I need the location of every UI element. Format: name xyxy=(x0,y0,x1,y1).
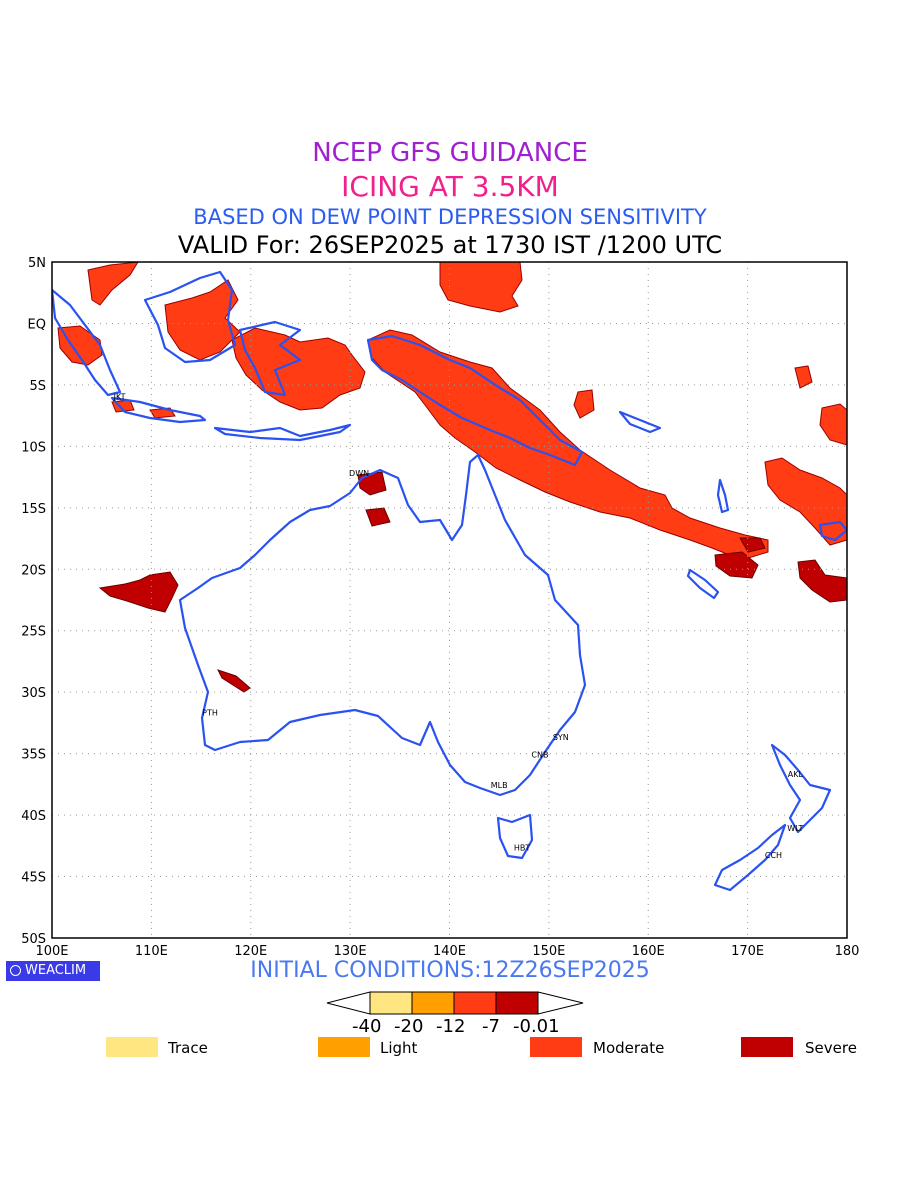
icing-severe-area xyxy=(714,551,759,579)
lat-tick-label: 5N xyxy=(28,256,46,271)
station-label: CCH xyxy=(765,851,782,860)
icing-severe-area xyxy=(365,507,391,527)
lat-tick-label: 25S xyxy=(21,625,46,640)
icing-moderate-area xyxy=(819,403,847,446)
lat-tick-label: 30S xyxy=(21,686,46,701)
initial-conditions: INITIAL CONDITIONS:12Z26SEP2025 xyxy=(250,958,650,983)
coastline-new-zealand-south xyxy=(713,823,787,892)
map-frame xyxy=(51,261,848,939)
station-labels: JKT DWN PTH SYN CNB MLB HBT AKL WLT CCH xyxy=(113,393,804,860)
station-label: MLB xyxy=(491,781,508,790)
coastline-new-zealand-north xyxy=(770,743,832,834)
icing-moderate-area xyxy=(794,365,813,389)
lon-tick-label: 150E xyxy=(532,944,565,959)
icing-areas xyxy=(57,262,847,693)
colorbar-bin-light xyxy=(411,991,455,1015)
lon-tick-label: 110E xyxy=(135,944,168,959)
coastline-new-caledonia xyxy=(686,568,720,600)
station-label: AKL xyxy=(788,770,804,779)
legend-label-trace: Trace xyxy=(168,1039,208,1057)
lon-tick-label: 130E xyxy=(334,944,367,959)
lat-tick-label: 20S xyxy=(21,563,46,578)
station-label: CNB xyxy=(531,750,548,759)
lat-tick-label: 40S xyxy=(21,809,46,824)
graticule xyxy=(52,262,847,938)
station-label: PTH xyxy=(202,709,218,718)
coastline-sumatra xyxy=(52,288,122,397)
brand-text: WEACLIM xyxy=(25,963,87,978)
coastline-fiji xyxy=(818,520,847,542)
legend-swatch-light xyxy=(318,1037,370,1057)
coastline-solomon xyxy=(618,410,662,434)
colorbar xyxy=(326,991,584,1015)
icing-moderate-area xyxy=(164,279,241,361)
colorbar-bin-moderate xyxy=(453,991,497,1015)
lon-tick-label: 170E xyxy=(731,944,764,959)
lon-tick-label: 160E xyxy=(632,944,665,959)
lon-tick-label: 140E xyxy=(433,944,466,959)
colorbar-tick: -40 xyxy=(352,1016,382,1037)
station-label: HBT xyxy=(514,844,531,853)
valid-time: VALID For: 26SEP2025 at 1730 IST /1200 U… xyxy=(177,231,723,259)
legend-label-severe: Severe xyxy=(805,1039,857,1057)
icing-moderate-area xyxy=(573,389,595,419)
coastlines xyxy=(52,270,847,892)
lat-tick-label: 15S xyxy=(21,502,46,517)
legend-swatch-trace xyxy=(106,1037,158,1057)
colorbar-tick: -12 xyxy=(436,1016,466,1037)
lat-tick-label: 10S xyxy=(21,440,46,455)
coastline-borneo xyxy=(143,270,237,364)
chart-title-line2: ICING AT 3.5KM xyxy=(341,170,559,203)
icing-moderate-area xyxy=(231,327,366,411)
station-label: DWN xyxy=(349,469,369,478)
colorbar-bin-severe xyxy=(495,991,539,1015)
lat-tick-label: 35S xyxy=(21,748,46,763)
lat-tick-label: EQ xyxy=(28,317,46,332)
coastline-vanuatu xyxy=(716,478,730,514)
icing-severe-area xyxy=(739,537,766,553)
legend-swatch-moderate xyxy=(530,1037,582,1057)
icing-moderate-area xyxy=(87,262,139,306)
colorbar-tick: -20 xyxy=(394,1016,424,1037)
copyright-icon xyxy=(10,965,21,976)
coastline-java xyxy=(110,396,207,424)
coastline-australia xyxy=(178,453,587,797)
coastline-tasmania xyxy=(496,813,534,860)
colorbar-tick: -0.01 xyxy=(513,1016,560,1037)
chart-subtitle: BASED ON DEW POINT DEPRESSION SENSITIVIT… xyxy=(193,205,707,229)
chart-title-line1: NCEP GFS GUIDANCE xyxy=(312,138,588,168)
legend-label-light: Light xyxy=(380,1039,418,1057)
lon-tick-label: 120E xyxy=(234,944,267,959)
coastline-sulawesi xyxy=(238,320,302,397)
icing-severe-area xyxy=(797,559,847,603)
colorbar-right-arrow xyxy=(537,991,584,1015)
lat-tick-label: 5S xyxy=(29,379,46,394)
icing-map: 100E 110E 120E 130E 140E 150E 160E 170E 180 5N EQ 5… xyxy=(21,256,859,1015)
colorbar-tick: -7 xyxy=(482,1016,500,1037)
station-label: WLT xyxy=(787,824,803,833)
lat-tick-label: 45S xyxy=(21,871,46,886)
legend-label-moderate: Moderate xyxy=(593,1039,665,1057)
colorbar-left-arrow xyxy=(326,991,371,1015)
lon-tick-label: 180 xyxy=(835,944,860,959)
coastline-new-guinea xyxy=(366,334,584,467)
icing-severe-area xyxy=(98,571,179,613)
icing-moderate-area xyxy=(764,457,847,546)
icing-moderate-area xyxy=(439,262,523,313)
coastline-lesser-sunda xyxy=(213,423,352,442)
lat-tick-label: 50S xyxy=(21,932,46,947)
colorbar-bin-trace xyxy=(369,991,413,1015)
icing-moderate-area xyxy=(57,325,103,366)
lon-tick-label: 100E xyxy=(35,944,68,959)
station-label: JKT xyxy=(113,393,126,402)
icing-severe-area xyxy=(217,669,251,693)
legend-swatch-severe xyxy=(741,1037,793,1057)
weaclim-badge: WEACLIM xyxy=(6,961,100,981)
station-label: SYN xyxy=(553,733,569,742)
axis-labels: 100E 110E 120E 130E 140E 150E 160E 170E 180 5N EQ 5… xyxy=(21,256,859,959)
